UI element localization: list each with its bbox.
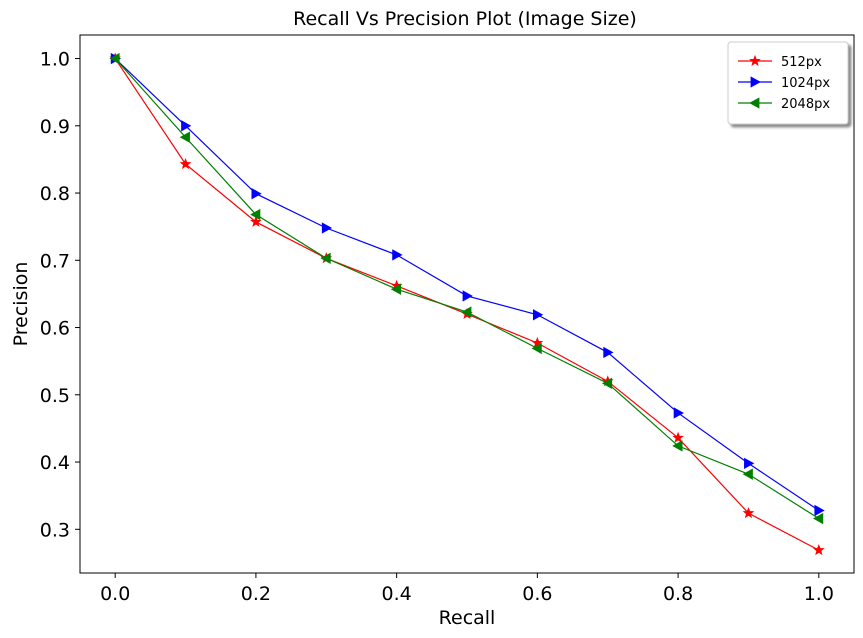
y-tick-label: 1.0 [40, 49, 70, 71]
legend-entries: 512px 1024px 2048px [738, 54, 830, 112]
x-tick-label: 0.2 [241, 583, 271, 605]
legend-entry-2048px: 2048px [738, 97, 830, 112]
data-point-2048px [390, 283, 402, 295]
x-axis-label: Recall [439, 607, 496, 629]
data-point-2048px [109, 52, 120, 65]
x-tick-label: 0.4 [382, 583, 412, 605]
data-point-2048px [250, 208, 261, 221]
legend-entry-1024px: 1024px [738, 76, 830, 91]
data-point-1024px [814, 504, 825, 517]
plot-area: 0.0 0.2 0.4 0.6 0.8 1.0 0.3 0.4 0.5 0.6 0.7 0.8 0.9… [40, 34, 855, 605]
data-point-2048px [320, 252, 331, 264]
series-line-1024px [114, 58, 820, 511]
data-point-1024px [462, 290, 473, 302]
x-tick-label: 1.0 [804, 583, 834, 605]
series-2048px [109, 52, 824, 525]
legend-entry-512px: 512px [738, 54, 822, 70]
data-point-2048px [531, 342, 542, 355]
data-point-2048px [601, 377, 613, 390]
data-point-1024px [744, 457, 755, 470]
data-point-512px [672, 431, 684, 443]
y-axis-ticks: 0.3 0.4 0.5 0.6 0.7 0.8 0.9 1.0 [40, 49, 80, 541]
data-point-1024px [321, 222, 333, 234]
data-point-2048px [179, 131, 190, 143]
data-point-2048px [461, 306, 472, 318]
legend-label: 1024px [781, 76, 830, 91]
data-point-1024px [673, 407, 684, 419]
chart-title: Recall Vs Precision Plot (Image Size) [293, 8, 637, 30]
x-tick-label: 0.0 [100, 583, 130, 605]
data-point-512px [812, 543, 825, 556]
y-tick-label: 0.5 [40, 385, 70, 407]
legend-label: 2048px [781, 97, 830, 112]
x-axis-ticks: 0.0 0.2 0.4 0.6 0.8 1.0 [100, 573, 834, 605]
y-tick-label: 0.3 [40, 519, 70, 541]
data-point-512px [250, 215, 262, 227]
data-point-1024px [181, 120, 192, 132]
legend: 512px 1024px 2048px [727, 41, 849, 125]
series-1024px [110, 52, 825, 517]
data-point-1024px [603, 346, 614, 359]
legend-marker [749, 97, 760, 109]
y-tick-label: 0.7 [40, 250, 70, 272]
x-tick-label: 0.6 [522, 583, 552, 605]
y-tick-label: 0.6 [40, 318, 70, 340]
y-tick-label: 0.9 [40, 116, 70, 138]
data-point-1024px [392, 249, 403, 261]
data-point-2048px [672, 440, 683, 452]
series-line-2048px [114, 58, 820, 520]
x-tick-label: 0.8 [663, 583, 693, 605]
legend-marker [750, 76, 761, 88]
data-point-512px [179, 157, 192, 170]
series-layer [109, 52, 825, 556]
y-tick-label: 0.8 [40, 183, 70, 205]
data-point-512px [531, 336, 544, 348]
data-point-2048px [742, 468, 753, 480]
legend-marker [749, 54, 761, 66]
data-point-512px [742, 507, 755, 519]
plot-frame [79, 34, 855, 574]
data-point-1024px [532, 309, 544, 321]
y-tick-label: 0.4 [40, 452, 70, 474]
data-point-1024px [251, 188, 262, 200]
series-512px [109, 52, 825, 556]
legend-label: 512px [781, 55, 822, 70]
series-line-512px [114, 58, 820, 551]
y-axis-label: Precision [10, 262, 32, 347]
data-point-2048px [812, 512, 824, 525]
